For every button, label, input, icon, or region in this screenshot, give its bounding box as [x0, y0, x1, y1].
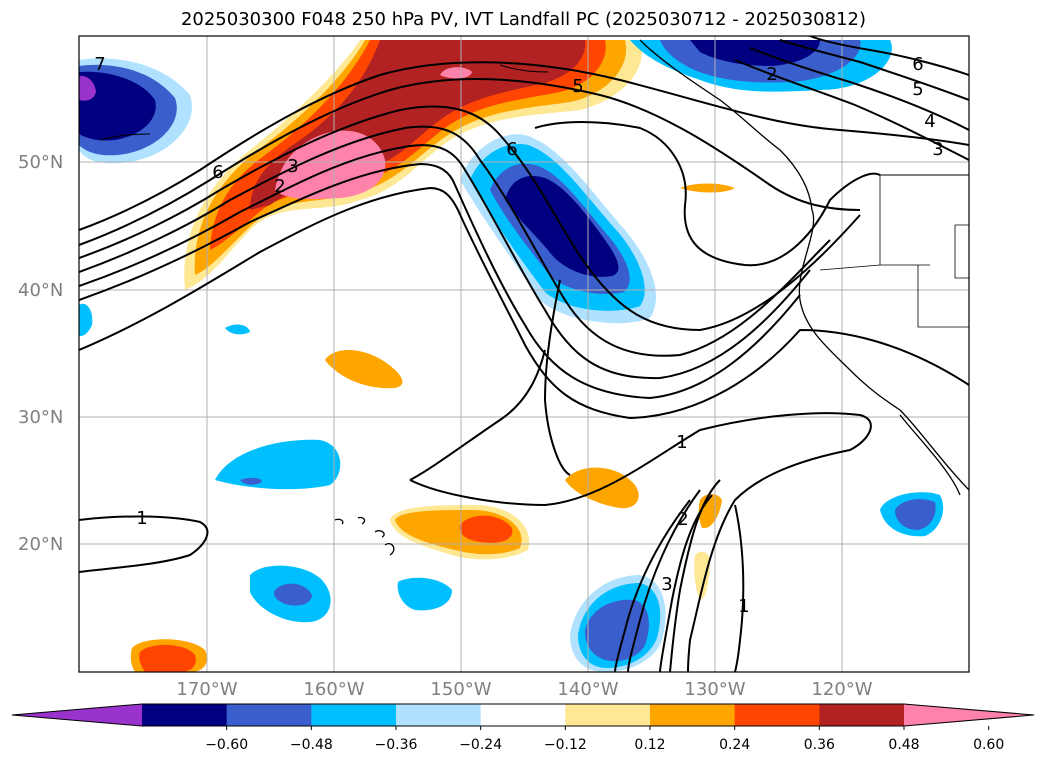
contour-label: 6	[506, 139, 517, 160]
contour-label: 1	[676, 432, 687, 453]
contour-label: 1	[136, 508, 147, 529]
contour-label: 7	[94, 54, 105, 75]
colorbar-swatch	[819, 704, 905, 726]
colorbar-swatch	[311, 704, 397, 726]
colorbar-extend-min	[12, 704, 142, 726]
map-frame-border	[78, 35, 970, 673]
contour-label: 6	[212, 162, 223, 183]
lon-label: 130°W	[684, 679, 746, 700]
colorbar-swatch	[734, 704, 820, 726]
coastlines	[99, 39, 969, 556]
lon-label: 150°W	[430, 679, 492, 700]
contour-label: 3	[287, 156, 298, 177]
colorbar-tick-label: 0.12	[634, 737, 666, 753]
colorbar-tick-label: 0.36	[803, 737, 835, 753]
contour-label: 5	[572, 76, 583, 97]
colorbar-tick-label: −0.48	[289, 737, 333, 753]
lon-label: 160°W	[303, 679, 365, 700]
colorbar-swatch	[142, 704, 228, 726]
lat-label: 50°N	[18, 152, 64, 173]
colorbar-tick-label: −0.24	[459, 737, 503, 753]
colorbar-swatch	[480, 704, 566, 726]
lon-label: 120°W	[811, 679, 873, 700]
colorbar-swatch	[396, 704, 482, 726]
colorbar-tick-label: −0.36	[374, 737, 418, 753]
contour-label: 3	[932, 139, 943, 160]
colorbar-swatch	[226, 704, 312, 726]
lon-label: 140°W	[557, 679, 619, 700]
colorbar-tick-label: −0.12	[543, 737, 587, 753]
lat-label: 40°N	[18, 280, 64, 301]
colorbar-swatch	[565, 704, 651, 726]
lon-label: 170°W	[176, 679, 238, 700]
contour-label: 2	[274, 176, 285, 197]
contour-labels: 7 6 2 3 5 6 2 5 4 3 6 1 2 3 1 1	[94, 54, 943, 617]
colorbar-tick-label: 0.60	[973, 737, 1005, 753]
map-frame-background	[79, 36, 969, 672]
colorbar-swatch	[650, 704, 736, 726]
contour-label: 2	[677, 509, 688, 530]
contour-label: 6	[912, 54, 923, 75]
graticule	[79, 36, 969, 672]
colorbar-tick-label: −0.60	[205, 737, 249, 753]
colorbar-tick-label: 0.24	[719, 737, 751, 753]
colorbar-outline	[11, 703, 1035, 727]
height-contours	[79, 36, 969, 672]
colorbar-extend-max	[904, 704, 1034, 726]
contour-label: 1	[738, 596, 749, 617]
contour-label: 5	[912, 79, 923, 100]
contour-label: 4	[924, 111, 935, 132]
colorbar	[11, 703, 1035, 730]
lat-label: 20°N	[18, 534, 64, 555]
figure-title: 2025030300 F048 250 hPa PV, IVT Landfall…	[180, 9, 867, 30]
colorbar-tick-label: 0.48	[888, 737, 920, 753]
lat-label: 30°N	[18, 407, 64, 428]
contour-label: 3	[661, 574, 672, 595]
contour-label: 2	[766, 64, 777, 85]
